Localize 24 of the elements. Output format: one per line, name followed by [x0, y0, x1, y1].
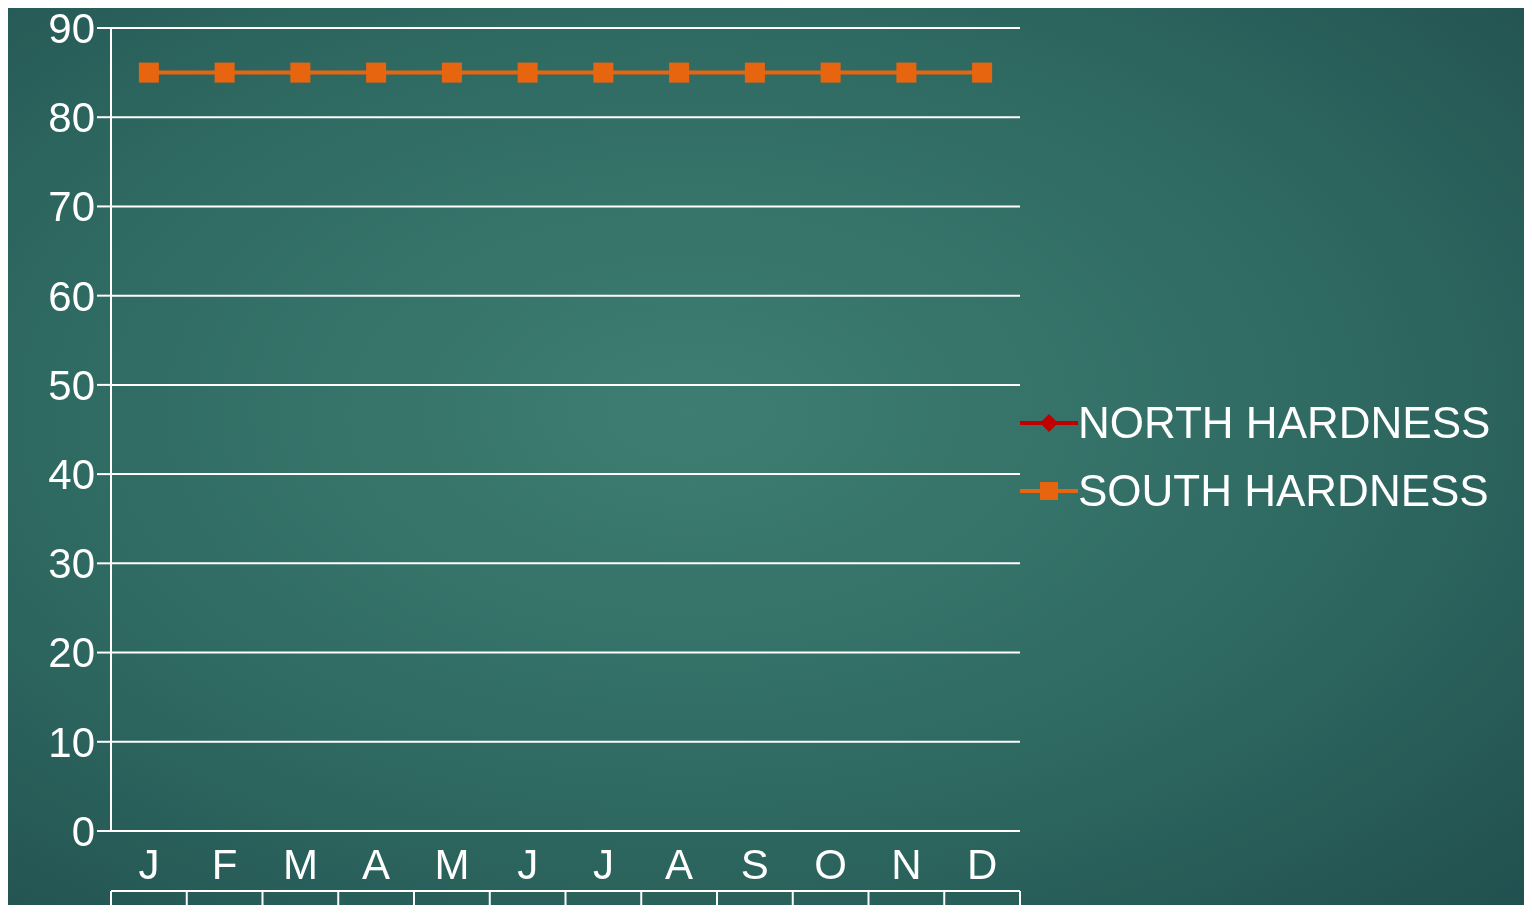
y-tick-label: 90	[48, 4, 95, 52]
legend-label: NORTH HARDNESS	[1078, 397, 1491, 448]
x-tick-label: O	[814, 840, 847, 888]
legend-label: SOUTH HARDNESS	[1078, 465, 1489, 516]
x-tick-label: D	[966, 840, 998, 888]
x-tick-label: F	[211, 840, 238, 888]
y-tick-label: 70	[48, 183, 95, 231]
x-tick-label: A	[362, 840, 391, 888]
x-tick-label: N	[891, 840, 922, 888]
y-tick-label: 10	[48, 718, 95, 766]
y-tick-label: 30	[48, 540, 95, 588]
y-tick-label: 50	[48, 361, 95, 409]
y-tick-label: 0	[71, 807, 95, 855]
x-tick-label: M	[434, 840, 470, 888]
y-tick-label: 40	[48, 451, 95, 499]
y-tick-label: 60	[48, 272, 95, 320]
y-tick-label: 80	[48, 94, 95, 142]
x-tick-label: S	[740, 840, 769, 888]
x-tick-label: J	[592, 840, 614, 888]
x-tick-label: J	[138, 840, 160, 888]
x-tick-label: J	[517, 840, 539, 888]
x-tick-label: A	[665, 840, 694, 888]
y-tick-label: 20	[48, 629, 95, 677]
x-tick-label: M	[282, 840, 318, 888]
